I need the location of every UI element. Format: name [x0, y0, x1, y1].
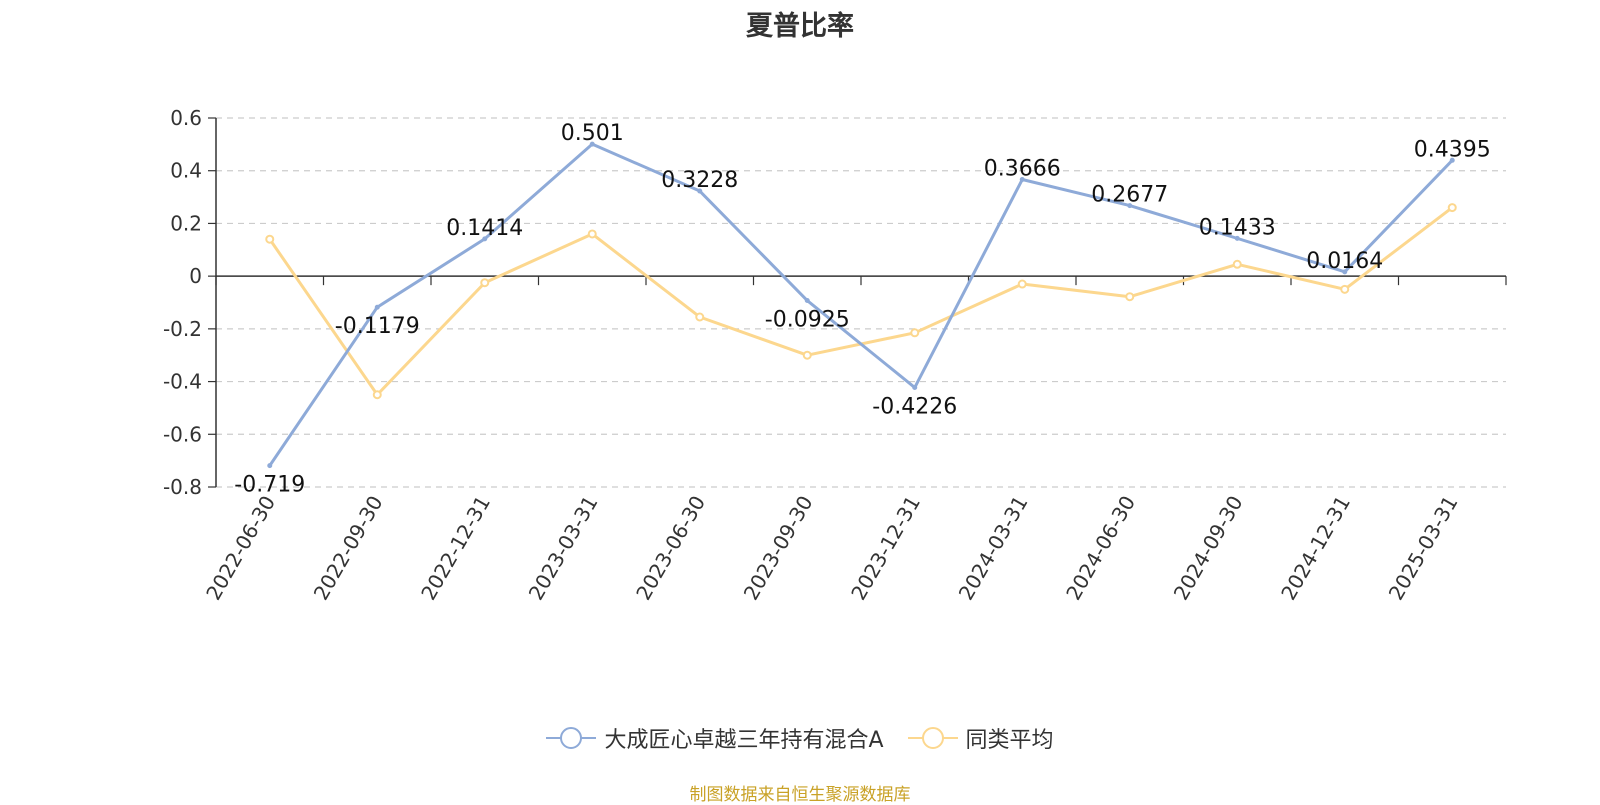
fund-point: [1019, 177, 1025, 183]
source-note: 制图数据来自恒生聚源数据库: [689, 785, 911, 805]
fund-data-label: 0.3228: [661, 168, 738, 193]
peer-average-point: [695, 312, 705, 322]
y-tick-label: -0.2: [163, 317, 202, 341]
peer-average-point: [802, 350, 812, 360]
peer-average-point: [265, 234, 275, 244]
legend-marker-peer-average: [907, 727, 958, 749]
fund-point: [589, 141, 595, 147]
y-tick-label: 0.4: [170, 159, 202, 183]
y-tick-label: 0.6: [170, 106, 202, 130]
fund-data-label: 0.1414: [446, 216, 523, 241]
x-tick-label: 2024-12-31: [1276, 492, 1355, 605]
fund-point: [912, 385, 918, 391]
peer-average-point: [372, 390, 382, 400]
fund-data-label: -0.0925: [765, 308, 850, 333]
peer-average-point: [587, 229, 597, 239]
fund-data-label: -0.4226: [872, 395, 957, 420]
fund-point: [1234, 235, 1240, 241]
peer-average-point: [1017, 279, 1027, 289]
legend-item-fund[interactable]: 大成匠心卓越三年持有混合A: [546, 722, 884, 754]
x-tick-label: 2023-12-31: [846, 492, 925, 605]
x-tick-label: 2022-09-30: [309, 492, 388, 605]
fund-point: [1127, 203, 1133, 209]
x-tick-label: 2022-12-31: [416, 492, 495, 605]
fund-data-label: 0.501: [561, 121, 624, 146]
x-tick-label: 2024-03-31: [954, 492, 1033, 605]
x-tick-label: 2024-06-30: [1061, 492, 1140, 605]
peer-average-point: [1125, 292, 1135, 302]
x-tick-label: 2023-06-30: [631, 492, 710, 605]
x-tick-label: 2022-06-30: [201, 492, 280, 605]
fund-point: [267, 463, 273, 469]
fund-data-label: 0.4395: [1414, 137, 1491, 162]
peer-average-point: [1340, 284, 1350, 294]
fund-data-label: 0.3666: [984, 157, 1061, 182]
fund-point: [482, 236, 488, 242]
x-tick-label: 2023-03-31: [524, 492, 603, 605]
peer-average-point: [910, 328, 920, 338]
fund-series-line: [268, 142, 1454, 467]
fund-data-label: 0.0164: [1306, 249, 1383, 274]
x-tick-label: 2025-03-31: [1384, 492, 1463, 605]
peer-average-point: [1232, 259, 1242, 269]
fund-point: [1342, 269, 1348, 275]
fund-data-label: 0.2677: [1091, 183, 1168, 208]
chart-title: 夏普比率: [746, 11, 854, 42]
x-tick-label: 2024-09-30: [1169, 492, 1248, 605]
legend: 大成匠心卓越三年持有混合A 同类平均: [0, 722, 1600, 754]
peer-average-point: [480, 278, 490, 288]
fund-data-label: -0.719: [234, 473, 305, 498]
peer-average-point: [1447, 203, 1457, 213]
fund-point: [1449, 157, 1455, 163]
y-tick-label: 0.2: [170, 211, 202, 235]
fund-point: [697, 188, 703, 194]
legend-label-peer-average: 同类平均: [965, 728, 1054, 753]
legend-label-fund: 大成匠心卓越三年持有混合A: [604, 728, 884, 753]
y-tick-label: 0: [189, 264, 202, 288]
y-tick-label: -0.8: [163, 475, 202, 499]
legend-marker-fund: [546, 727, 597, 749]
fund-data-label: -0.1179: [335, 314, 420, 339]
y-tick-label: -0.4: [163, 370, 202, 394]
legend-item-peer-average[interactable]: 同类平均: [907, 722, 1054, 754]
y-tick-label: -0.6: [163, 422, 202, 446]
fund-point: [374, 304, 380, 310]
fund-data-label: 0.1433: [1199, 215, 1276, 240]
x-tick-label: 2023-09-30: [739, 492, 818, 605]
fund-point: [804, 298, 810, 304]
